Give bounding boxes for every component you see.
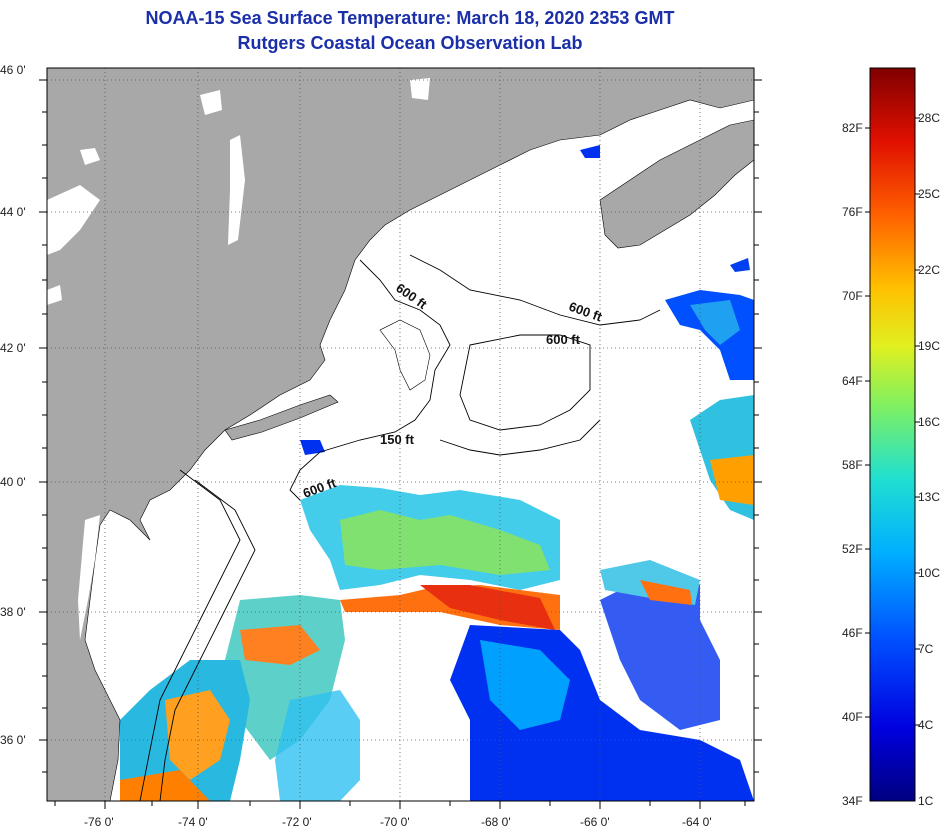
colorbar-label-c: 25C [918,187,941,201]
map-subtitle: Rutgers Coastal Ocean Observation Lab [237,33,583,53]
lon-label: -72 0' [282,815,312,829]
lat-label: 46 0' [0,63,26,77]
tick-marks [39,79,762,809]
lat-labels: 46 0' 44 0' 42 0' 40 0' 38 0' 36 0' [0,63,26,747]
colorbar-label-f: 58F [842,458,863,472]
inland-water [47,78,430,640]
lat-label: 36 0' [0,733,26,747]
colorbar-label-f: 46F [842,626,863,640]
land-layer [47,68,754,801]
colorbar-label-c: 7C [918,642,934,656]
lon-label: -76 0' [84,815,114,829]
colorbar-label-c: 22C [918,263,941,277]
colorbar-label-f: 40F [842,710,863,724]
lon-label: -64 0' [682,815,712,829]
lon-label: -68 0' [481,815,511,829]
lon-label: -66 0' [580,815,610,829]
lat-label: 44 0' [0,205,26,219]
colorbar [869,67,916,802]
lon-label: -70 0' [380,815,410,829]
colorbar-label-f: 52F [842,542,863,556]
sst-data-layer [120,145,754,801]
colorbar-label-c: 4C [918,718,934,732]
colorbar-label-f: 34F [842,794,863,808]
lon-label: -74 0' [178,815,208,829]
colorbar-label-c: 1C [918,794,934,808]
contour-label: 600 ft [546,332,581,347]
colorbar-label-c: 28C [918,111,941,125]
colorbar-label-c: 13C [918,490,941,504]
colorbar-label-f: 76F [842,205,863,219]
colorbar-label-f: 82F [842,121,863,135]
lon-labels: -76 0' -74 0' -72 0' -70 0' -68 0' -66 0… [84,815,712,829]
colorbar-label-c: 10C [918,566,941,580]
colorbar-label-c: 19C [918,339,941,353]
colorbar-label-f: 70F [842,289,863,303]
lat-label: 38 0' [0,605,26,619]
colorbar-ticks [865,117,920,726]
colorbar-label-f: 64F [842,374,863,388]
map-title: NOAA-15 Sea Surface Temperature: March 1… [145,8,675,28]
lat-label: 40 0' [0,475,26,489]
contour-label: 150 ft [380,432,415,447]
bathymetry-contours [139,254,661,801]
colorbar-label-c: 16C [918,415,941,429]
lat-label: 42 0' [0,341,26,355]
